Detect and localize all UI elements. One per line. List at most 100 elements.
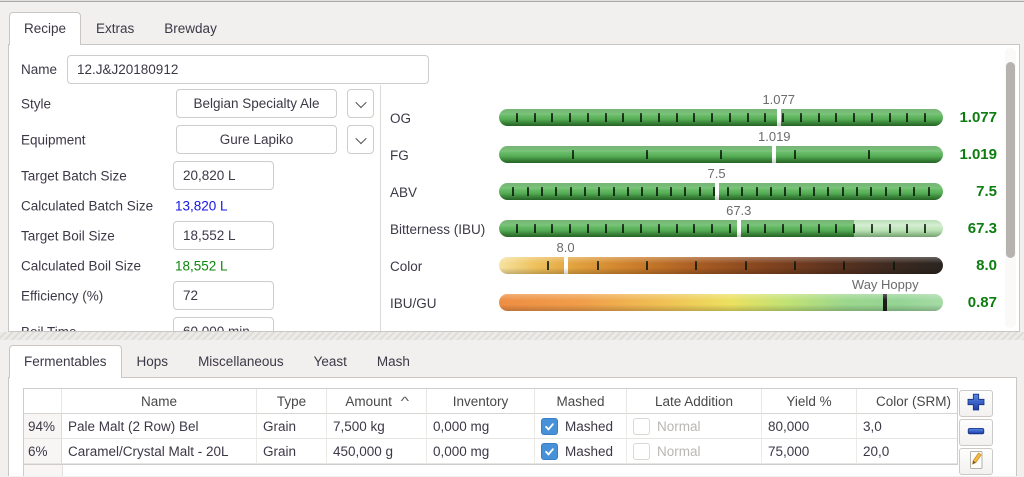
cell-yield[interactable]: 80,000 [762,414,857,439]
cell-mashed: Mashed [535,439,627,464]
gauge-tick [793,150,796,159]
cell-name[interactable]: Caramel/Crystal Malt - 20L [62,439,257,464]
gauge-label-ibu-gu: IBU/GU [390,296,437,311]
chevron-down-icon [354,96,367,108]
column-header-yield[interactable]: Yield % [762,389,857,414]
gauge-tick [784,187,787,196]
gauge-tick [657,113,660,122]
gauge-tick [817,224,820,233]
input-target-boil-size[interactable]: 18,552 L [173,221,274,250]
column-header-color-srm[interactable]: Color (SRM) [857,389,957,414]
input-efficiency[interactable]: 72 [173,281,274,310]
form-row-efficiency: Efficiency (%) 72 [9,281,380,310]
gauge-ibu-gu: IBU/GU Way Hoppy 0.87 [381,277,1001,314]
gauge-label-color: Color [390,259,423,274]
edit-fermentable-button[interactable] [959,448,993,475]
cell-name[interactable]: Pale Malt (2 Row) Bel [62,414,257,439]
gauge-bar-wrap: 8.0 [499,240,943,274]
cell-color-srm[interactable]: 20,0 [857,439,957,464]
tab-hops[interactable]: Hops [136,354,169,369]
column-header-amount[interactable]: Amount ^ [327,389,427,414]
gauge-tick [622,224,625,233]
recipe-panel: Name 12.J&J20180912 Style Belgian Special… [8,44,1020,332]
gauge-value-color: 8.0 [976,257,997,274]
plus-icon [966,392,986,415]
row-percent[interactable]: 6% [24,439,62,464]
combo-equipment[interactable]: Gure Lapiko [176,125,337,154]
gauge-tick [547,261,550,270]
row-percent[interactable]: 94% [24,414,62,439]
tab-fermentables[interactable]: Fermentables [9,345,122,378]
scrollbar-thumb[interactable] [1006,62,1015,258]
gauge-tick [675,113,678,122]
tab-mash[interactable]: Mash [376,354,410,369]
mashed-checkbox[interactable] [541,442,558,460]
splitter-handle[interactable] [0,332,1024,340]
column-header-percent[interactable] [24,389,62,414]
gauge-tick [622,113,625,122]
column-header-inventory[interactable]: Inventory [427,389,535,414]
gauge-tick [626,187,629,196]
gauge-bar-wrap: 7.5 [499,166,943,200]
cell-type[interactable]: Grain [257,439,327,464]
gauge-tick [728,224,731,233]
gauge-tick [604,224,607,233]
gauge-tick [612,187,615,196]
column-header-type[interactable]: Type [257,389,327,414]
minus-icon [966,421,986,444]
late-addition-checkbox[interactable] [633,417,650,435]
gauge-tick [853,113,856,122]
form-row-equipment: Equipment Gure Lapiko [9,125,380,154]
form-row-calculated-boil-size: Calculated Boil Size 18,552 L [9,257,380,274]
vertical-scrollbar[interactable] [1005,48,1016,328]
gauge-bar-fg [499,146,943,163]
column-header-name[interactable]: Name [62,389,257,414]
cell-yield[interactable]: 75,000 [762,439,857,464]
gauge-tick [843,261,846,270]
cell-inventory[interactable]: 0,000 mg [427,439,535,464]
remove-fermentable-button[interactable] [959,419,993,446]
field-label-style: Style [21,96,52,111]
gauge-tick [799,224,802,233]
cell-type[interactable]: Grain [257,414,327,439]
gauge-bar-wrap: 1.019 [499,129,943,163]
column-header-label: Mashed [556,393,605,409]
tab-recipe[interactable]: Recipe [9,12,82,45]
ingredient-tabbar: Fermentables Hops Miscellaneous Yeast Mash [9,345,425,378]
gauge-tick [835,224,838,233]
tab-yeast[interactable]: Yeast [313,354,347,369]
late-addition-checkbox-label: Normal [657,443,701,459]
gauge-tick [645,261,648,270]
combo-dropdown-button-style[interactable] [347,89,374,118]
edit-pencil-icon [967,450,985,473]
cell-color-srm[interactable]: 3,0 [857,414,957,439]
cell-amount[interactable]: 450,000 g [327,439,427,464]
gauge-tick [746,224,749,233]
gauge-tick [782,224,785,233]
tab-miscellaneous[interactable]: Miscellaneous [198,354,284,369]
field-label-target-batch-size: Target Batch Size [21,168,127,183]
input-boil-time[interactable]: 60.000 min [173,317,274,331]
tab-extras[interactable]: Extras [96,21,135,36]
column-header-mashed[interactable]: Mashed [535,389,627,414]
gauge-tick [720,150,722,159]
gauge-bar-bitterness-ibu [499,220,943,237]
add-fermentable-button[interactable] [959,390,993,417]
column-header-late-addition[interactable]: Late Addition [627,389,762,414]
input-target-batch-size[interactable]: 20,820 L [173,161,274,190]
combo-dropdown-button-equipment[interactable] [347,125,374,154]
cell-amount[interactable]: 7,500 kg [327,414,427,439]
mashed-checkbox[interactable] [541,417,558,435]
recipe-name-input[interactable]: 12.J&J20180912 [67,55,429,84]
gauge-tick [782,113,785,122]
gauge-tick [586,113,589,122]
gauge-value-bitterness-ibu: 67.3 [967,220,997,237]
late-addition-checkbox[interactable] [633,442,650,460]
gauge-marker-label: 67.3 [726,203,752,218]
chevron-down-icon [354,132,367,144]
cell-inventory[interactable]: 0,000 mg [427,414,535,439]
field-label-efficiency: Efficiency (%) [21,288,104,303]
gauge-tick [744,261,747,270]
combo-style[interactable]: Belgian Specialty Ale [176,89,337,118]
tab-brewday[interactable]: Brewday [164,21,217,36]
